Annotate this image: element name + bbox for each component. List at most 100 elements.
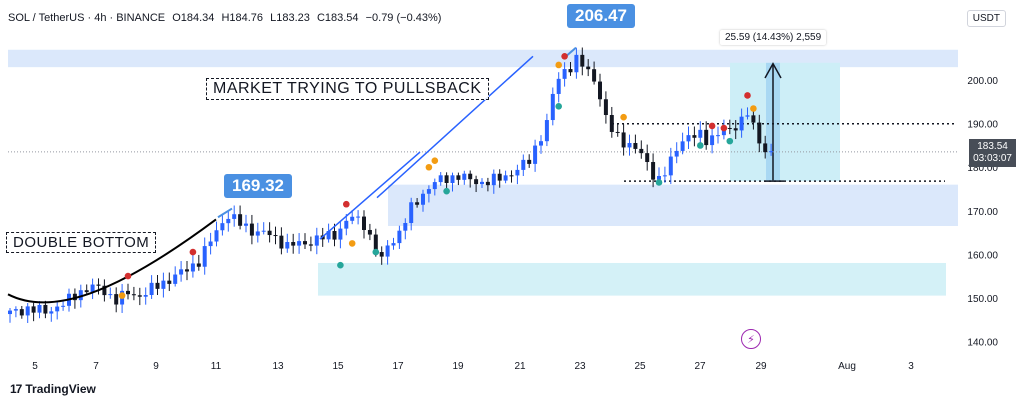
candle-body: [668, 156, 673, 176]
candle-body: [645, 153, 650, 163]
lightning-icon[interactable]: ⚡: [741, 329, 761, 349]
countdown-value: 03:03:07: [973, 153, 1012, 164]
candle-body: [114, 294, 119, 305]
candle-body: [391, 243, 396, 246]
signal-orange-dot: [118, 292, 126, 299]
x-tick-label: 29: [755, 361, 767, 372]
x-tick-label: 9: [153, 361, 159, 372]
candle-body: [733, 128, 738, 131]
candle-body: [190, 263, 195, 272]
candle-body: [421, 193, 425, 205]
candle-body: [544, 120, 549, 142]
market-annotation: MARKET TRYING TO PULLSBACK: [206, 78, 489, 100]
measure-label: 25.59 (14.43%) 2,559: [720, 30, 827, 45]
candle-body: [680, 141, 685, 151]
signal-green-dot: [655, 179, 663, 186]
candle-body: [202, 246, 207, 267]
candle-body: [527, 159, 532, 164]
signal-red-dot: [744, 92, 751, 99]
x-tick-label: 19: [452, 361, 464, 372]
candle-body: [96, 284, 101, 286]
x-tick-label: 17: [392, 361, 404, 372]
candle-body: [497, 173, 502, 181]
signal-orange-dot: [750, 105, 757, 112]
candle-body: [326, 230, 331, 240]
candle-body: [249, 223, 254, 236]
candle-body: [710, 135, 715, 146]
candle-body: [739, 116, 744, 131]
zone-resistance: [8, 49, 958, 68]
candle-body: [409, 202, 414, 224]
candle-body: [43, 304, 48, 314]
symbol-label[interactable]: SOL / TetherUS · 4h · BINANCE: [8, 12, 166, 24]
candle-body: [208, 241, 213, 247]
candle-body: [615, 131, 620, 133]
candle-body: [592, 69, 597, 82]
x-tick-label: 25: [634, 361, 646, 372]
tradingview-logo[interactable]: 17 TradingView: [10, 382, 96, 396]
candle-body: [415, 202, 420, 205]
candle-body: [662, 175, 667, 177]
candle-body: [480, 181, 484, 185]
candle-body: [344, 220, 349, 229]
candle-body: [639, 148, 644, 154]
candle-body: [503, 175, 508, 181]
candle-body: [19, 309, 24, 316]
candle-body: [261, 230, 266, 232]
candle-body: [556, 78, 561, 94]
candle-body: [580, 54, 585, 67]
candle-body: [757, 122, 762, 144]
candle-body: [438, 175, 443, 183]
candle-body: [126, 290, 130, 295]
candle-body: [55, 306, 60, 312]
x-tick-label: 7: [93, 361, 99, 372]
currency-selector[interactable]: USDT: [966, 10, 1006, 27]
candle-body: [226, 218, 231, 224]
x-tick-label: 27: [694, 361, 706, 372]
zone-support-lower: [318, 262, 946, 296]
candle-body: [657, 176, 661, 180]
x-tick-label: 11: [211, 361, 222, 372]
x-tick-label: 23: [574, 361, 586, 372]
measure-box: [730, 62, 840, 182]
candle-body: [338, 228, 343, 240]
candle-body: [385, 245, 390, 257]
candle-body: [185, 269, 189, 272]
candle-body: [521, 159, 526, 170]
current-price-tag: 183.54 03:03:07: [969, 139, 1016, 167]
candle-body: [72, 293, 77, 301]
candle-body: [220, 223, 225, 231]
candle-body: [692, 135, 697, 138]
signal-orange-dot: [555, 61, 562, 69]
candle-body: [468, 173, 473, 180]
low-callout-pointer: [217, 207, 233, 219]
high-value: H184.76: [221, 12, 264, 24]
current-price-value: 183.54: [977, 141, 1008, 152]
candle-body: [509, 175, 514, 177]
zone-support-upper: [388, 184, 958, 226]
candle-body: [698, 129, 703, 138]
candle-body: [149, 282, 154, 296]
low-callout: 169.32: [224, 174, 292, 198]
candle-body: [279, 235, 284, 249]
signal-green-dot: [726, 137, 734, 145]
candle-body: [727, 127, 732, 129]
candle-body: [769, 151, 774, 153]
y-tick-label: 190.00: [967, 120, 998, 131]
y-tick-label: 170.00: [967, 207, 998, 218]
candle-body: [686, 135, 691, 142]
candle-body: [303, 241, 307, 245]
candle-body: [131, 294, 136, 296]
brand-label: TradingView: [25, 382, 96, 396]
candle-body: [674, 150, 679, 157]
candle-body: [8, 310, 12, 315]
candle-body: [397, 230, 402, 244]
y-tick-label: 200.00: [967, 76, 998, 87]
signal-red-dot: [189, 248, 197, 256]
candle-body: [704, 129, 709, 146]
candle-body: [314, 235, 319, 246]
candle-body: [751, 115, 756, 123]
candle-body: [716, 135, 720, 137]
candle-body: [609, 115, 614, 132]
